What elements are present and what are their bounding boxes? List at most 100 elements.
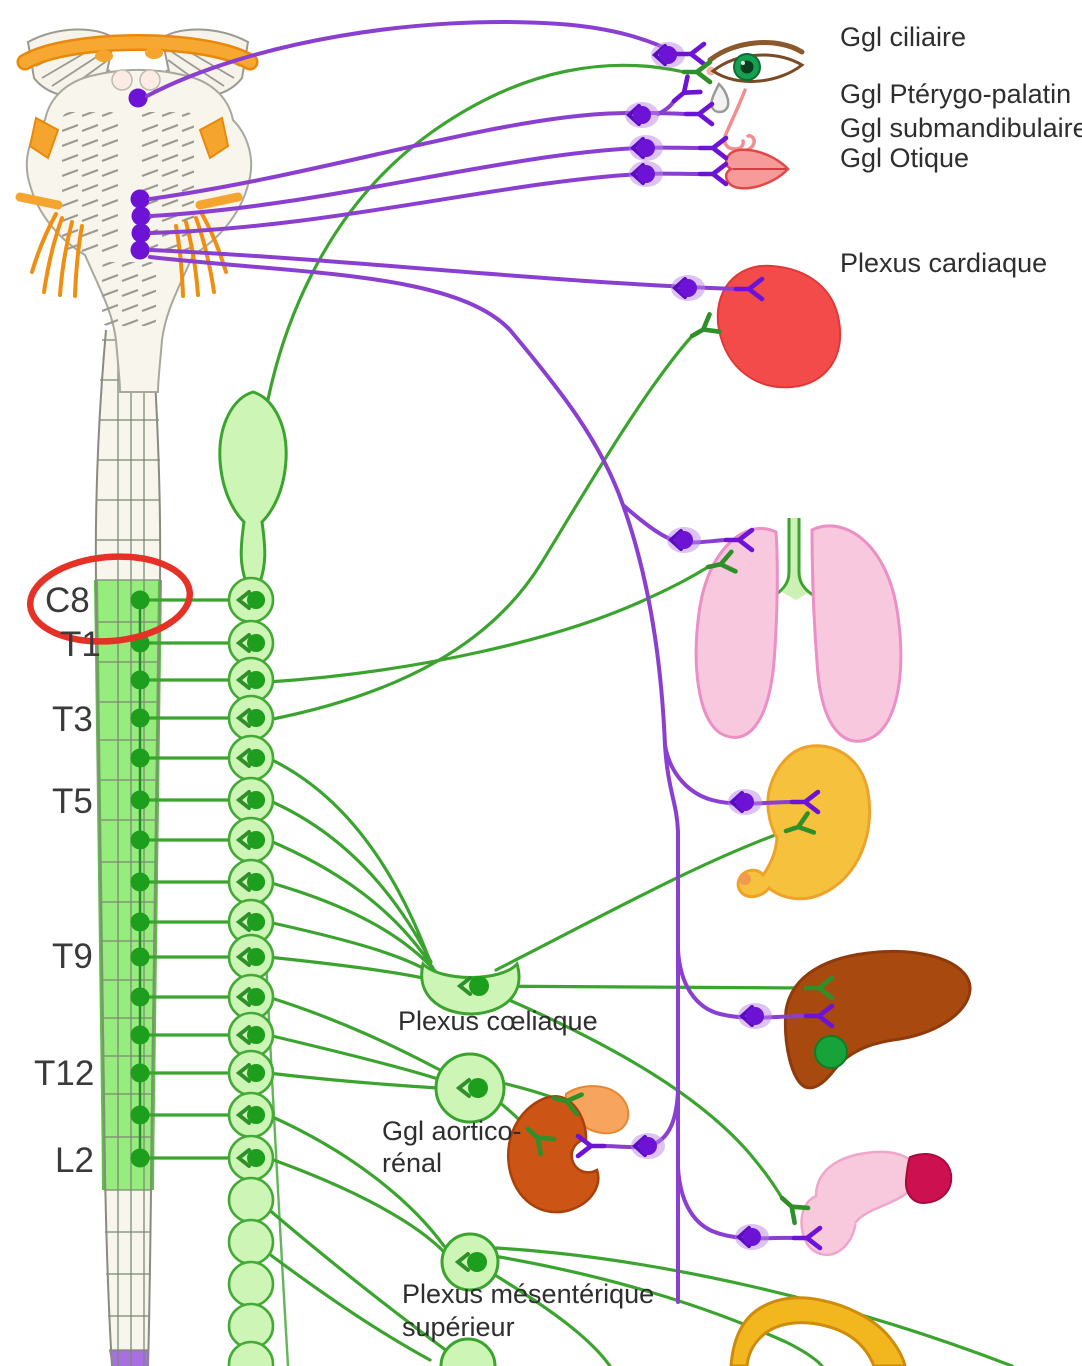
cardiac-plexus-ganglion <box>669 273 707 303</box>
coeliac-to-stomach <box>494 829 788 972</box>
fiber-to-submandibular <box>149 145 702 218</box>
cranial-nerve-wedge-right <box>198 116 230 160</box>
label-level-t5: T5 <box>52 782 93 821</box>
sympathetic-to-heart <box>266 334 694 722</box>
kidney-adrenal <box>506 1085 630 1214</box>
parasympathetic-fibers <box>145 20 808 1304</box>
genital-body <box>800 1150 919 1256</box>
lungs <box>694 518 903 743</box>
cranial-nerve-arc <box>19 36 256 68</box>
label-plexus-cardiaque: Plexus cardiaque <box>840 248 1047 278</box>
label-level-l2: L2 <box>55 1141 94 1180</box>
label-ggl-submandibulaire: Ggl submandibulaire <box>840 113 1082 143</box>
medulla-striation <box>102 262 156 326</box>
highlight-ellipse-c8 <box>26 553 194 645</box>
coeliac-dot <box>469 976 489 996</box>
cranial-nerve-nub-right <box>145 47 163 59</box>
fiber-to-otic <box>149 171 702 235</box>
glans <box>904 1153 953 1205</box>
superior-cervical-ganglion <box>218 390 288 584</box>
mouth <box>724 148 790 190</box>
pelvic-ganglion <box>733 1222 771 1252</box>
lacrimal-gland <box>710 81 730 114</box>
ending-nose-purple <box>686 104 712 124</box>
inferior-plexus-ganglion <box>439 1337 497 1366</box>
vagus-branch-stomach <box>663 743 794 806</box>
plexus-to-genitals <box>498 994 784 1200</box>
mesenteric-chevron <box>454 1252 470 1272</box>
ending-heart-green <box>687 314 720 344</box>
sympathetic-chain <box>218 390 288 1366</box>
label-plexus-mesenterique-1: Plexus mésentérique <box>402 1279 654 1309</box>
coeliac-chevron <box>456 976 472 996</box>
vagus-branch-liver <box>676 948 808 1020</box>
parasympathetic-nuclei <box>128 88 151 260</box>
chain-ganglia-beads <box>227 576 275 1366</box>
label-ggl-aortico-renal-2: rénal <box>382 1148 442 1178</box>
colliculus-left <box>111 69 133 91</box>
ending-mouth-purple-1 <box>700 138 726 158</box>
colliculus-right <box>139 69 161 91</box>
cord-outline <box>94 329 162 1366</box>
mesenteric-to-intestine <box>488 1246 1014 1366</box>
heart <box>716 264 842 389</box>
chain-neuron-chevrons <box>235 590 251 1168</box>
brainstem <box>15 28 259 393</box>
ending-mouth-purple-2 <box>700 164 726 184</box>
rami-communicantes <box>148 598 233 1160</box>
branch-to-genitals <box>676 1166 796 1241</box>
organs <box>506 40 972 1366</box>
gallbladder <box>814 1035 848 1069</box>
ending-kidney-purple <box>578 1136 604 1156</box>
cranial-nerve-wedge-left <box>28 116 60 160</box>
label-ggl-ciliaire: Ggl ciliaire <box>840 22 966 52</box>
labels: Ggl ciliaire Ggl Ptérygo-palatin Ggl sub… <box>34 22 1082 1342</box>
liver <box>783 949 972 1090</box>
label-level-c8: C8 <box>45 581 90 620</box>
renal-ganglion <box>629 1131 667 1161</box>
sympathetic-to-lungs <box>266 565 710 684</box>
fiber-to-cardiac-plexus <box>149 248 738 291</box>
genital-cleft <box>855 1210 882 1228</box>
label-plexus-coeliaque: Plexus cœliaque <box>398 1006 598 1036</box>
eye-highlight <box>741 61 745 65</box>
splanchnic-to-mesenteric <box>266 1113 448 1256</box>
label-level-t1: T1 <box>60 625 101 664</box>
splanchnic-to-coeliac <box>266 756 442 984</box>
pulmonary-ganglion <box>665 525 703 555</box>
pons-striation-left <box>62 112 118 252</box>
gastric-ganglion <box>726 787 764 817</box>
aortico-dot <box>468 1078 488 1098</box>
prevertebral-plexuses <box>420 960 521 1366</box>
hepatic-ganglion <box>736 1001 774 1031</box>
aortico-chevron <box>455 1078 471 1098</box>
aortico-to-adrenal <box>496 1080 556 1100</box>
eye <box>706 40 805 83</box>
lung-left <box>694 526 779 739</box>
intestine <box>729 1296 907 1366</box>
label-ggl-pterygo-palatin: Ggl Ptérygo-palatin <box>840 79 1071 109</box>
label-plexus-mesenterique-2: supérieur <box>402 1312 515 1342</box>
sympathetic-fibers <box>148 63 1014 1366</box>
otic-ganglion <box>627 159 665 189</box>
cord-grid-vertical <box>117 332 145 1366</box>
genitals <box>800 1150 953 1256</box>
cranial-nerve-nub-left <box>95 50 113 62</box>
submandibular-ganglion <box>627 133 665 163</box>
splanchnic-to-inferior <box>254 1200 449 1362</box>
spinal-cord <box>94 329 162 1366</box>
splanchnic-to-aortico-renal <box>266 995 442 1090</box>
cranial-nerve-bar-left <box>15 192 63 210</box>
cord-sacral-band <box>109 1350 149 1366</box>
lung-right <box>810 524 903 743</box>
label-level-t12: T12 <box>34 1054 94 1093</box>
fiber-to-ciliary <box>145 20 680 98</box>
sympathetic-to-eye <box>256 63 686 470</box>
eyebrow <box>707 40 805 63</box>
nerve-rootlets-left <box>30 212 84 298</box>
pylorus-tip <box>739 873 751 885</box>
cord-sympathetic-highlight <box>96 580 160 1190</box>
kidney <box>506 1094 600 1214</box>
liver-body <box>783 949 972 1090</box>
